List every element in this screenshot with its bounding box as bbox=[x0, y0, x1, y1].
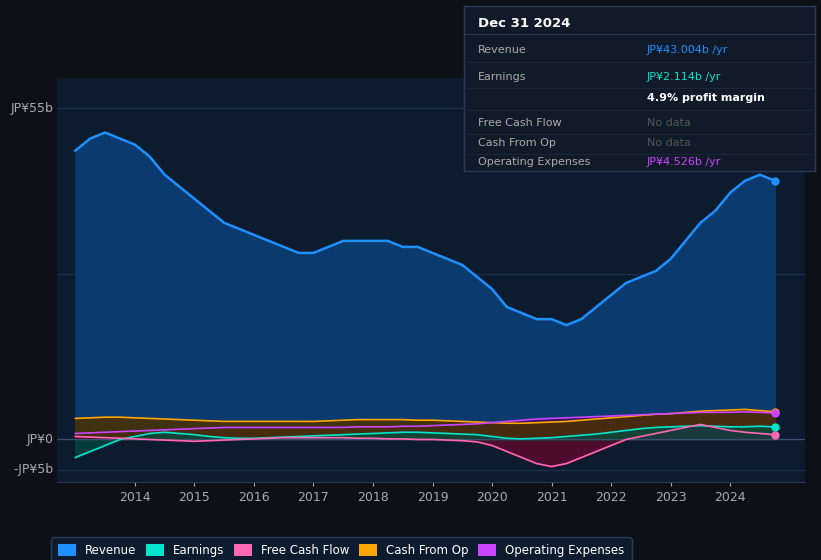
Text: JP¥43.004b /yr: JP¥43.004b /yr bbox=[647, 45, 728, 55]
Text: 4.9% profit margin: 4.9% profit margin bbox=[647, 93, 764, 103]
Text: JP¥0: JP¥0 bbox=[27, 433, 53, 446]
Text: Cash From Op: Cash From Op bbox=[478, 138, 556, 148]
Text: Dec 31 2024: Dec 31 2024 bbox=[478, 17, 571, 30]
Text: Revenue: Revenue bbox=[478, 45, 526, 55]
Text: JP¥55b: JP¥55b bbox=[11, 102, 53, 115]
Text: JP¥2.114b /yr: JP¥2.114b /yr bbox=[647, 72, 721, 82]
Text: Operating Expenses: Operating Expenses bbox=[478, 157, 590, 167]
Legend: Revenue, Earnings, Free Cash Flow, Cash From Op, Operating Expenses: Revenue, Earnings, Free Cash Flow, Cash … bbox=[51, 537, 631, 560]
Text: No data: No data bbox=[647, 138, 690, 148]
Text: Earnings: Earnings bbox=[478, 72, 526, 82]
Text: No data: No data bbox=[647, 118, 690, 128]
Text: JP¥4.526b /yr: JP¥4.526b /yr bbox=[647, 157, 721, 167]
Text: Free Cash Flow: Free Cash Flow bbox=[478, 118, 562, 128]
Text: -JP¥5b: -JP¥5b bbox=[14, 463, 53, 476]
